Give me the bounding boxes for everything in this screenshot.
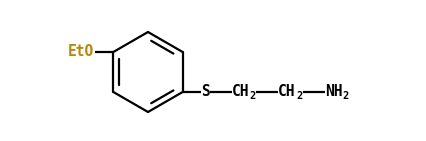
Text: 2: 2 [249, 91, 256, 101]
Text: 2: 2 [296, 91, 302, 101]
Text: NH: NH [324, 84, 342, 100]
Text: CH: CH [278, 84, 295, 100]
Text: 2: 2 [342, 91, 348, 101]
Text: CH: CH [231, 84, 249, 100]
Text: EtO: EtO [68, 45, 94, 60]
Text: S: S [200, 84, 209, 100]
